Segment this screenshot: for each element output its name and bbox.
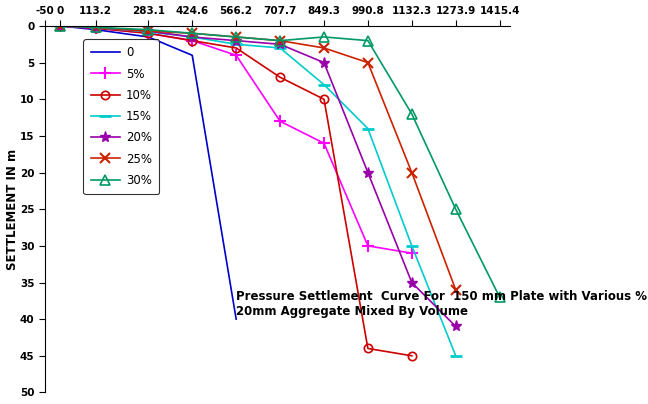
Text: Pressure Settlement  Curve For  150 mm Plate with Various % of
20mm Aggregate Mi: Pressure Settlement Curve For 150 mm Pla… [236, 290, 648, 318]
15% [408, 244, 415, 248]
5% [408, 251, 415, 256]
20% [92, 25, 100, 30]
25% [364, 60, 372, 65]
20% [232, 38, 240, 43]
5% [189, 38, 196, 43]
15% [189, 35, 196, 40]
10% [189, 38, 196, 43]
15% [145, 29, 152, 34]
5% [276, 119, 284, 124]
30% [232, 35, 240, 40]
30% [189, 31, 196, 36]
25% [320, 46, 328, 50]
20% [364, 170, 372, 175]
0 [189, 53, 196, 58]
20% [189, 35, 196, 40]
0 [232, 317, 240, 322]
25% [92, 25, 100, 30]
25% [56, 23, 64, 28]
10% [56, 23, 64, 28]
20% [408, 280, 415, 285]
10% [276, 75, 284, 80]
30% [452, 207, 459, 212]
30% [320, 35, 328, 40]
15% [364, 126, 372, 131]
10% [364, 346, 372, 351]
15% [320, 82, 328, 87]
10% [92, 26, 100, 31]
Legend: 0, 5%, 10%, 15%, 20%, 25%, 30%: 0, 5%, 10%, 15%, 20%, 25%, 30% [84, 39, 159, 194]
20% [276, 42, 284, 47]
25% [276, 38, 284, 43]
30% [56, 23, 64, 28]
20% [145, 29, 152, 34]
25% [145, 29, 152, 34]
30% [496, 295, 503, 300]
20% [320, 60, 328, 65]
25% [408, 170, 415, 175]
10% [232, 46, 240, 50]
5% [320, 141, 328, 146]
5% [92, 26, 100, 31]
30% [364, 38, 372, 43]
Y-axis label: SETTLEMENT IN m: SETTLEMENT IN m [6, 149, 19, 270]
0 [56, 23, 64, 28]
Line: 25%: 25% [56, 21, 461, 295]
15% [276, 46, 284, 50]
30% [276, 38, 284, 43]
5% [232, 53, 240, 58]
10% [145, 31, 152, 36]
Line: 20%: 20% [55, 21, 461, 332]
Line: 10%: 10% [56, 22, 416, 360]
30% [408, 112, 415, 116]
20% [56, 23, 64, 28]
5% [364, 244, 372, 248]
25% [452, 287, 459, 292]
15% [452, 354, 459, 358]
15% [92, 25, 100, 30]
15% [56, 23, 64, 28]
30% [92, 25, 100, 30]
5% [145, 31, 152, 36]
5% [56, 23, 64, 28]
Line: 15%: 15% [54, 20, 462, 362]
Line: 30%: 30% [56, 21, 505, 302]
15% [232, 42, 240, 47]
25% [189, 31, 196, 36]
25% [232, 35, 240, 40]
0 [145, 35, 152, 40]
30% [145, 27, 152, 32]
0 [92, 27, 100, 32]
10% [408, 354, 415, 358]
10% [320, 97, 328, 102]
Line: 5%: 5% [55, 21, 417, 259]
20% [452, 324, 459, 329]
Line: 0: 0 [60, 26, 236, 319]
